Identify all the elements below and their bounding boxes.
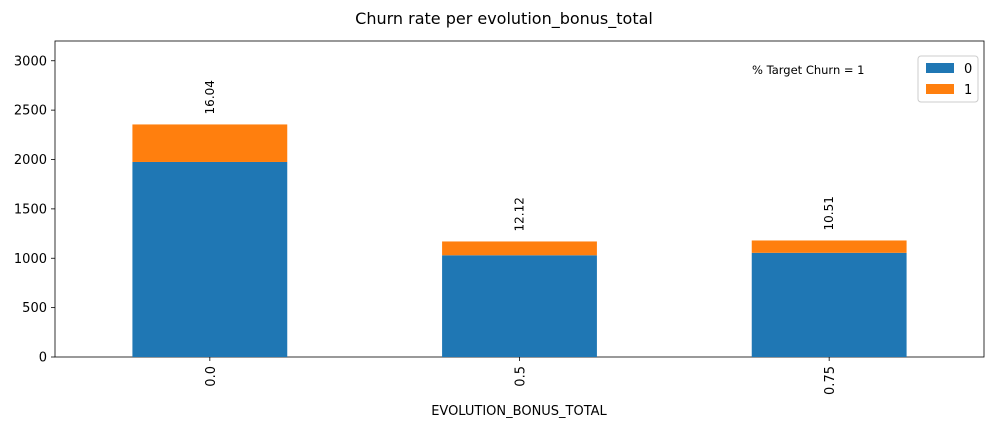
- bar-value-label: 10.51: [822, 196, 836, 230]
- legend-label-0: 0: [964, 62, 972, 77]
- y-tick-label: 500: [22, 301, 47, 316]
- x-axis-label: EVOLUTION_BONUS_TOTAL: [431, 404, 607, 419]
- bar-series-1-0.75: [751, 240, 907, 253]
- x-tick-label: 0.5: [514, 366, 529, 387]
- bar-labels: 16.04 12.12 10.51: [203, 80, 836, 231]
- legend: 01: [917, 55, 979, 103]
- bars: [132, 124, 907, 357]
- x-tick-label: 0.75: [823, 366, 838, 395]
- y-tick-label: 3000: [14, 54, 47, 69]
- legend-swatch-0: [926, 63, 954, 73]
- y-tick-label: 2500: [14, 104, 47, 119]
- legend-swatch-1: [926, 84, 954, 94]
- bar-value-label: 12.12: [513, 197, 527, 231]
- bar-series-0-0.0: [132, 161, 288, 357]
- chart-title: Churn rate per evolution_bonus_total: [355, 9, 653, 29]
- y-tick-label: 0: [39, 351, 47, 366]
- bar-value-label: 16.04: [203, 80, 217, 114]
- y-tick-label: 2000: [14, 153, 47, 168]
- y-tick-label: 1500: [14, 202, 47, 217]
- x-axis: 0.0 0.5 0.75: [204, 357, 838, 395]
- annotation-text: % Target Churn = 1: [752, 63, 865, 77]
- x-tick-label: 0.0: [204, 366, 219, 387]
- y-tick-label: 1000: [14, 252, 47, 267]
- bar-series-1-0.5: [442, 241, 597, 256]
- legend-label-1: 1: [964, 83, 972, 98]
- y-axis: 0 500 1000 1500 2000 2500 3000: [14, 54, 55, 366]
- bar-series-0-0.5: [442, 255, 597, 357]
- bar-series-0-0.75: [751, 252, 907, 357]
- bar-series-1-0.0: [132, 124, 288, 162]
